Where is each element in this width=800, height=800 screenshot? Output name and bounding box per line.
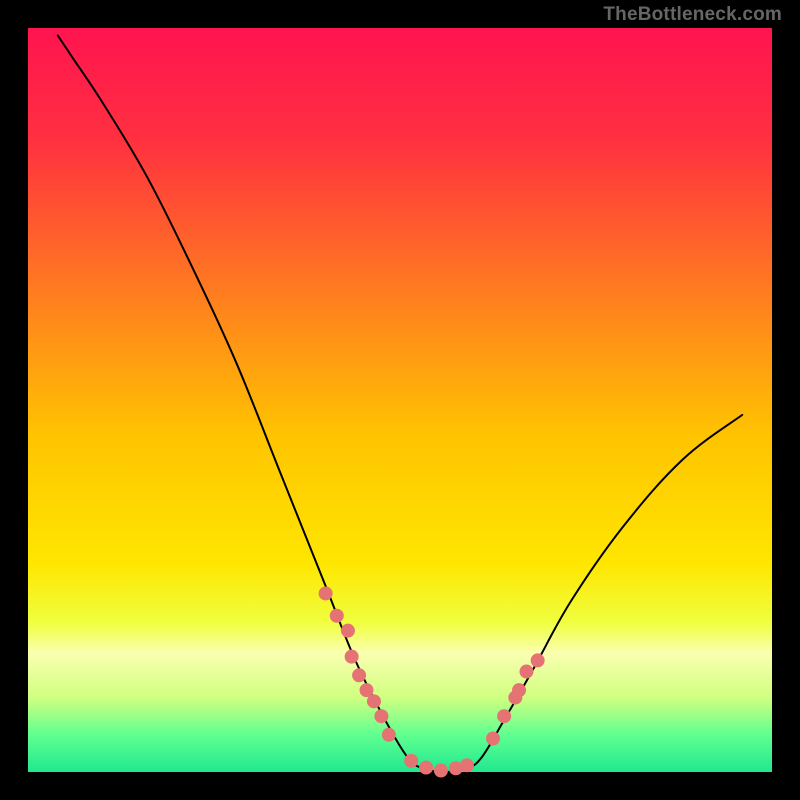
highlight-dot — [404, 754, 418, 768]
highlight-dot — [419, 761, 433, 775]
highlight-dot — [434, 764, 448, 778]
highlight-dot — [330, 609, 344, 623]
highlight-dot — [497, 709, 511, 723]
plot-background — [28, 28, 772, 772]
highlight-dot — [512, 683, 526, 697]
highlight-dot — [382, 728, 396, 742]
watermark-text: TheBottleneck.com — [603, 4, 782, 26]
chart-frame: TheBottleneck.com — [0, 0, 800, 800]
highlight-dot — [486, 732, 500, 746]
highlight-dot — [319, 586, 333, 600]
highlight-dot — [367, 694, 381, 708]
highlight-dot — [374, 709, 388, 723]
highlight-dot — [531, 653, 545, 667]
highlight-dot — [460, 758, 474, 772]
highlight-dot — [519, 665, 533, 679]
highlight-dot — [341, 624, 355, 638]
highlight-dot — [345, 650, 359, 664]
highlight-dot — [352, 668, 366, 682]
bottleneck-chart — [0, 0, 800, 800]
